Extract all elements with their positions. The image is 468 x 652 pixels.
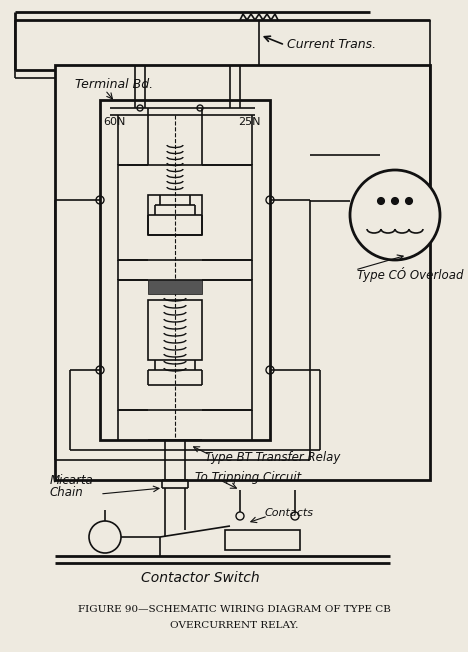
Bar	[118, 165, 252, 260]
Circle shape	[405, 198, 412, 205]
Bar	[100, 100, 270, 440]
Bar	[118, 280, 252, 410]
Text: Terminal Bd.: Terminal Bd.	[75, 78, 153, 91]
Text: Type BT Transfer Relay: Type BT Transfer Relay	[205, 451, 340, 464]
Text: Chain: Chain	[50, 486, 84, 499]
Text: Type CÓ Overload: Type CÓ Overload	[357, 267, 463, 282]
Circle shape	[378, 198, 385, 205]
Text: Contactor Switch: Contactor Switch	[141, 571, 259, 585]
Bar	[55, 65, 430, 480]
Circle shape	[89, 521, 121, 553]
Circle shape	[350, 170, 440, 260]
Text: 25N: 25N	[238, 117, 261, 127]
Text: FIGURE 90—SCHEMATIC WIRING DIAGRAM OF TYPE CB: FIGURE 90—SCHEMATIC WIRING DIAGRAM OF TY…	[78, 606, 390, 614]
Bar	[148, 300, 202, 360]
Circle shape	[392, 198, 398, 205]
Bar	[148, 195, 202, 235]
Text: Current Trans.: Current Trans.	[287, 38, 376, 52]
Text: To Tripping Circuit: To Tripping Circuit	[195, 471, 301, 484]
Bar	[225, 530, 300, 550]
Bar	[148, 280, 202, 294]
Text: OVERCURRENT RELAY.: OVERCURRENT RELAY.	[170, 621, 298, 629]
Text: Contacts: Contacts	[265, 508, 314, 518]
Text: 60N: 60N	[103, 117, 125, 127]
Text: Micarta: Micarta	[50, 473, 94, 486]
